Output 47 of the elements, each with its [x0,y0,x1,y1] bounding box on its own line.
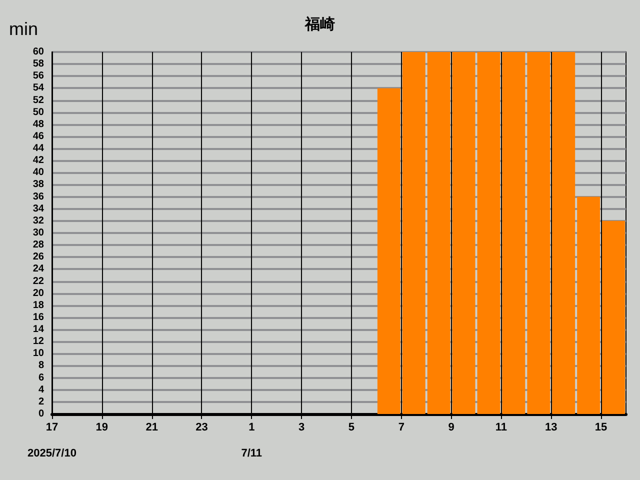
x-tick-label: 17 [46,422,58,434]
text: 2025/7/10 [28,448,76,460]
y-tick-label: 8 [38,360,44,372]
y-tick-label: 16 [32,312,44,323]
y-tick-label: 54 [32,82,44,94]
y-tick-label: 2 [38,396,44,408]
y-tick-label: 40 [32,167,44,178]
y-tick-label: 22 [32,276,44,287]
y-tick-label: 24 [32,264,44,275]
y-axis-title: min [8,19,38,39]
x-tick-label: 11 [495,422,508,434]
y-tick-label: 44 [32,143,44,154]
y-tick-label: 32 [32,215,44,226]
x-tick-label: 15 [594,422,608,434]
y-tick-label: 48 [32,118,44,130]
y-tick-label: 0 [38,408,44,420]
y-tick-label: 20 [32,288,44,299]
x-tick-label: 5 [348,422,355,434]
y-tick-label: 30 [32,228,44,238]
x-tick-label: 1 [248,422,255,434]
y-tick-label: 12 [32,336,44,348]
y-tick-label: 50 [32,106,44,118]
x-tick-label: 21 [146,422,158,434]
y-tick-label: 38 [32,179,44,190]
x-tick-label: 7 [398,422,404,434]
y-tick-label: 6 [38,372,44,384]
y-tick-label: 42 [32,155,44,166]
x-tick-label: 13 [545,422,558,434]
y-tick-label: 52 [32,94,44,106]
x-tick-label: 23 [196,422,208,434]
y-tick-label: 36 [32,191,44,202]
y-tick-label: 10 [32,348,44,360]
text: 7/11 [241,448,262,460]
x-tick-label: 9 [448,422,454,434]
y-tick-label: 18 [32,300,44,311]
y-tick-label: 4 [38,384,44,396]
chart-title: 福崎 [304,16,335,33]
y-tick-label: 14 [32,324,44,336]
y-tick-label: 56 [32,70,44,82]
y-tick-label: 60 [32,46,44,58]
x-tick-label: 3 [298,422,305,434]
y-tick-label: 26 [32,252,44,263]
x-tick-label: 19 [96,422,108,434]
y-tick-label: 46 [32,130,44,142]
y-tick-label: 58 [32,58,44,70]
y-tick-label: 34 [32,203,44,214]
y-tick-label: 28 [32,240,44,251]
